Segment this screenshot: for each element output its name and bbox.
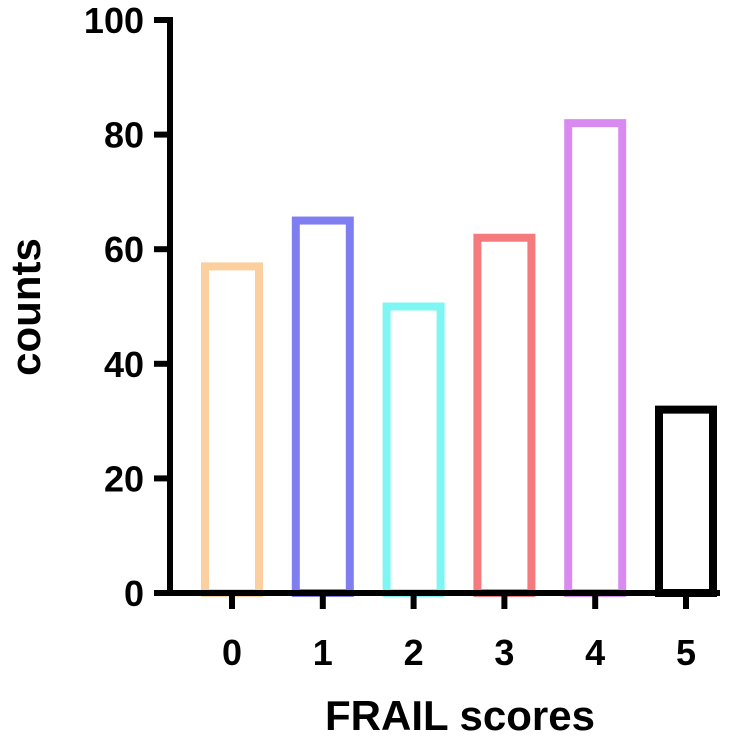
- tick-labels-layer: 0 1 2 3 4 5 0 20 40 60 80 100: [84, 0, 696, 673]
- bars-layer: [201, 119, 717, 598]
- x-tick-label-1: 1: [313, 632, 333, 673]
- x-axis-title: FRAIL scores: [325, 692, 595, 739]
- bar-4: [564, 119, 627, 597]
- x-tick-label-3: 3: [494, 632, 514, 673]
- bar-1: [291, 216, 354, 598]
- bar-2: [382, 302, 445, 597]
- y-axis-title: counts: [2, 238, 49, 376]
- y-tick-label-60: 60: [104, 229, 144, 270]
- x-tick-label-4: 4: [585, 632, 605, 673]
- x-tick-label-2: 2: [404, 632, 424, 673]
- x-tick-label-0: 0: [222, 632, 242, 673]
- bar-3: [473, 233, 536, 598]
- x-tick-label-5: 5: [676, 632, 696, 673]
- y-tick-label-20: 20: [104, 458, 144, 499]
- y-tick-label-0: 0: [124, 573, 144, 614]
- y-tick-label-40: 40: [104, 344, 144, 385]
- bar-5: [655, 405, 717, 598]
- bar-0: [201, 262, 263, 597]
- axes-layer: [154, 17, 720, 609]
- y-tick-label-80: 80: [104, 115, 144, 156]
- y-tick-label-100: 100: [84, 0, 144, 41]
